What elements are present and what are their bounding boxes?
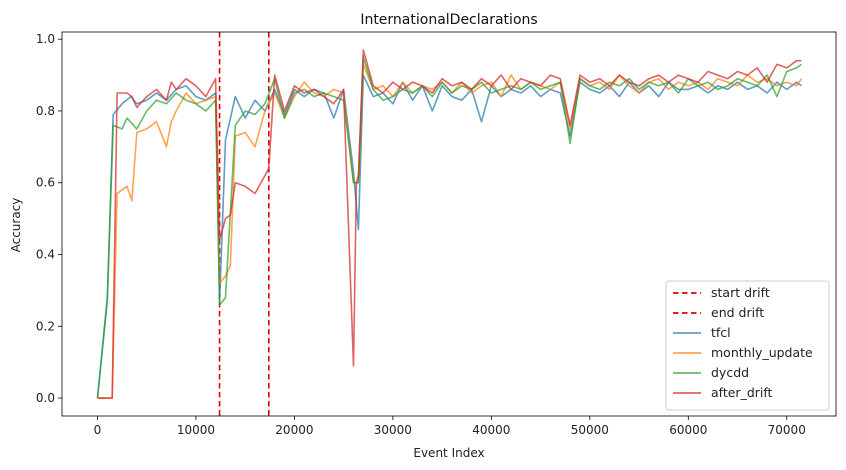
y-tick-label: 0.0: [36, 391, 55, 405]
series-line-after-drift: [97, 49, 802, 399]
legend-label: start drift: [711, 285, 770, 300]
legend-label: dycdd: [711, 365, 749, 380]
y-tick-label: 0.2: [36, 319, 55, 333]
y-tick-label: 1.0: [36, 32, 55, 46]
y-axis-label: Accuracy: [9, 198, 23, 253]
x-axis-label: Event Index: [413, 446, 484, 460]
series-line-dycdd: [96, 56, 802, 399]
legend-label: tfcl: [711, 325, 731, 340]
plot-area: [96, 32, 803, 416]
series-line-monthly-update: [97, 63, 803, 399]
series-line-tfcl: [96, 74, 802, 399]
chart-title: InternationalDeclarations: [360, 12, 537, 28]
legend-label: monthly_update: [711, 345, 813, 360]
legend: start drift end drift tfcl monthly_updatedy…: [665, 280, 830, 411]
legend-label: after_drift: [711, 385, 773, 400]
x-tick-label: 60000: [669, 423, 707, 437]
x-tick-label: 50000: [571, 423, 609, 437]
y-tick-label: 0.4: [36, 248, 55, 262]
y-tick-label: 0.8: [36, 104, 55, 118]
x-tick-label: 10000: [177, 423, 215, 437]
legend-label: end drift: [711, 305, 764, 320]
x-tick-label: 40000: [472, 423, 510, 437]
x-tick-label: 70000: [768, 423, 806, 437]
x-tick-label: 30000: [374, 423, 412, 437]
axes-frame: [61, 31, 837, 417]
x-tick-label: 0: [94, 423, 102, 437]
y-tick-label: 0.6: [36, 176, 55, 190]
x-tick-label: 20000: [275, 423, 313, 437]
axes: 0 10000 20000 30000 40000 50000 60000 70000 0.0 0…: [36, 31, 837, 437]
legend-box: [665, 280, 830, 411]
